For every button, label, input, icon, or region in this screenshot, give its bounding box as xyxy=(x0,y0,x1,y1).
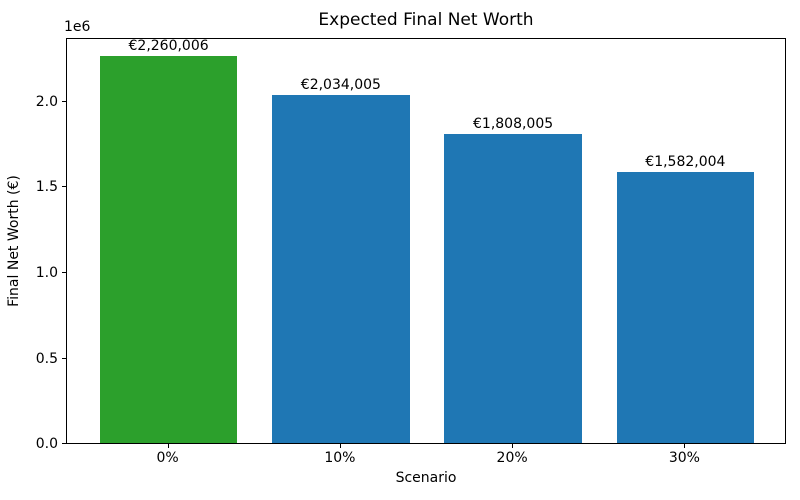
bar-value-label: €1,582,004 xyxy=(645,154,726,171)
bar-20% xyxy=(444,133,582,443)
plot-area: €2,260,006 €2,034,005 €1,808,005 €1,582,004 xyxy=(66,38,786,444)
bar-value-label: €2,034,005 xyxy=(300,77,381,93)
x-tick-mark xyxy=(684,444,686,448)
x-tick-label-30%: 30% xyxy=(668,450,700,466)
y-tick-mark xyxy=(62,186,66,188)
x-tick-label-20%: 20% xyxy=(496,450,528,466)
x-tick-mark xyxy=(339,444,341,448)
x-axis-label: Scenario xyxy=(395,470,457,486)
y-tick-mark xyxy=(62,357,66,359)
bar-10% xyxy=(272,95,410,443)
y-tick-label: 1.5 xyxy=(35,179,58,196)
x-tick-label-0%: 0% xyxy=(156,450,179,466)
y-tick-label: 1.0 xyxy=(35,264,58,281)
y-tick-mark xyxy=(62,271,66,273)
y-tick-label: 0.0 xyxy=(35,436,58,452)
y-tick-mark xyxy=(62,443,66,444)
y-tick-label: 0.5 xyxy=(35,350,58,367)
bar-value-label: €2,260,006 xyxy=(128,38,209,55)
bar-value-label: €1,808,005 xyxy=(473,115,554,132)
x-tick-label-10%: 10% xyxy=(324,450,356,466)
x-tick-mark xyxy=(512,444,514,448)
x-tick-mark xyxy=(167,444,169,448)
bar-30% xyxy=(616,172,755,443)
y-tick-mark xyxy=(62,100,66,102)
bar-0% xyxy=(99,56,238,443)
y-tick-label: 2.0 xyxy=(35,93,58,110)
y-axis-offset-text: 1e6 xyxy=(64,19,91,35)
chart-title: Expected Final Net Worth xyxy=(318,10,534,30)
